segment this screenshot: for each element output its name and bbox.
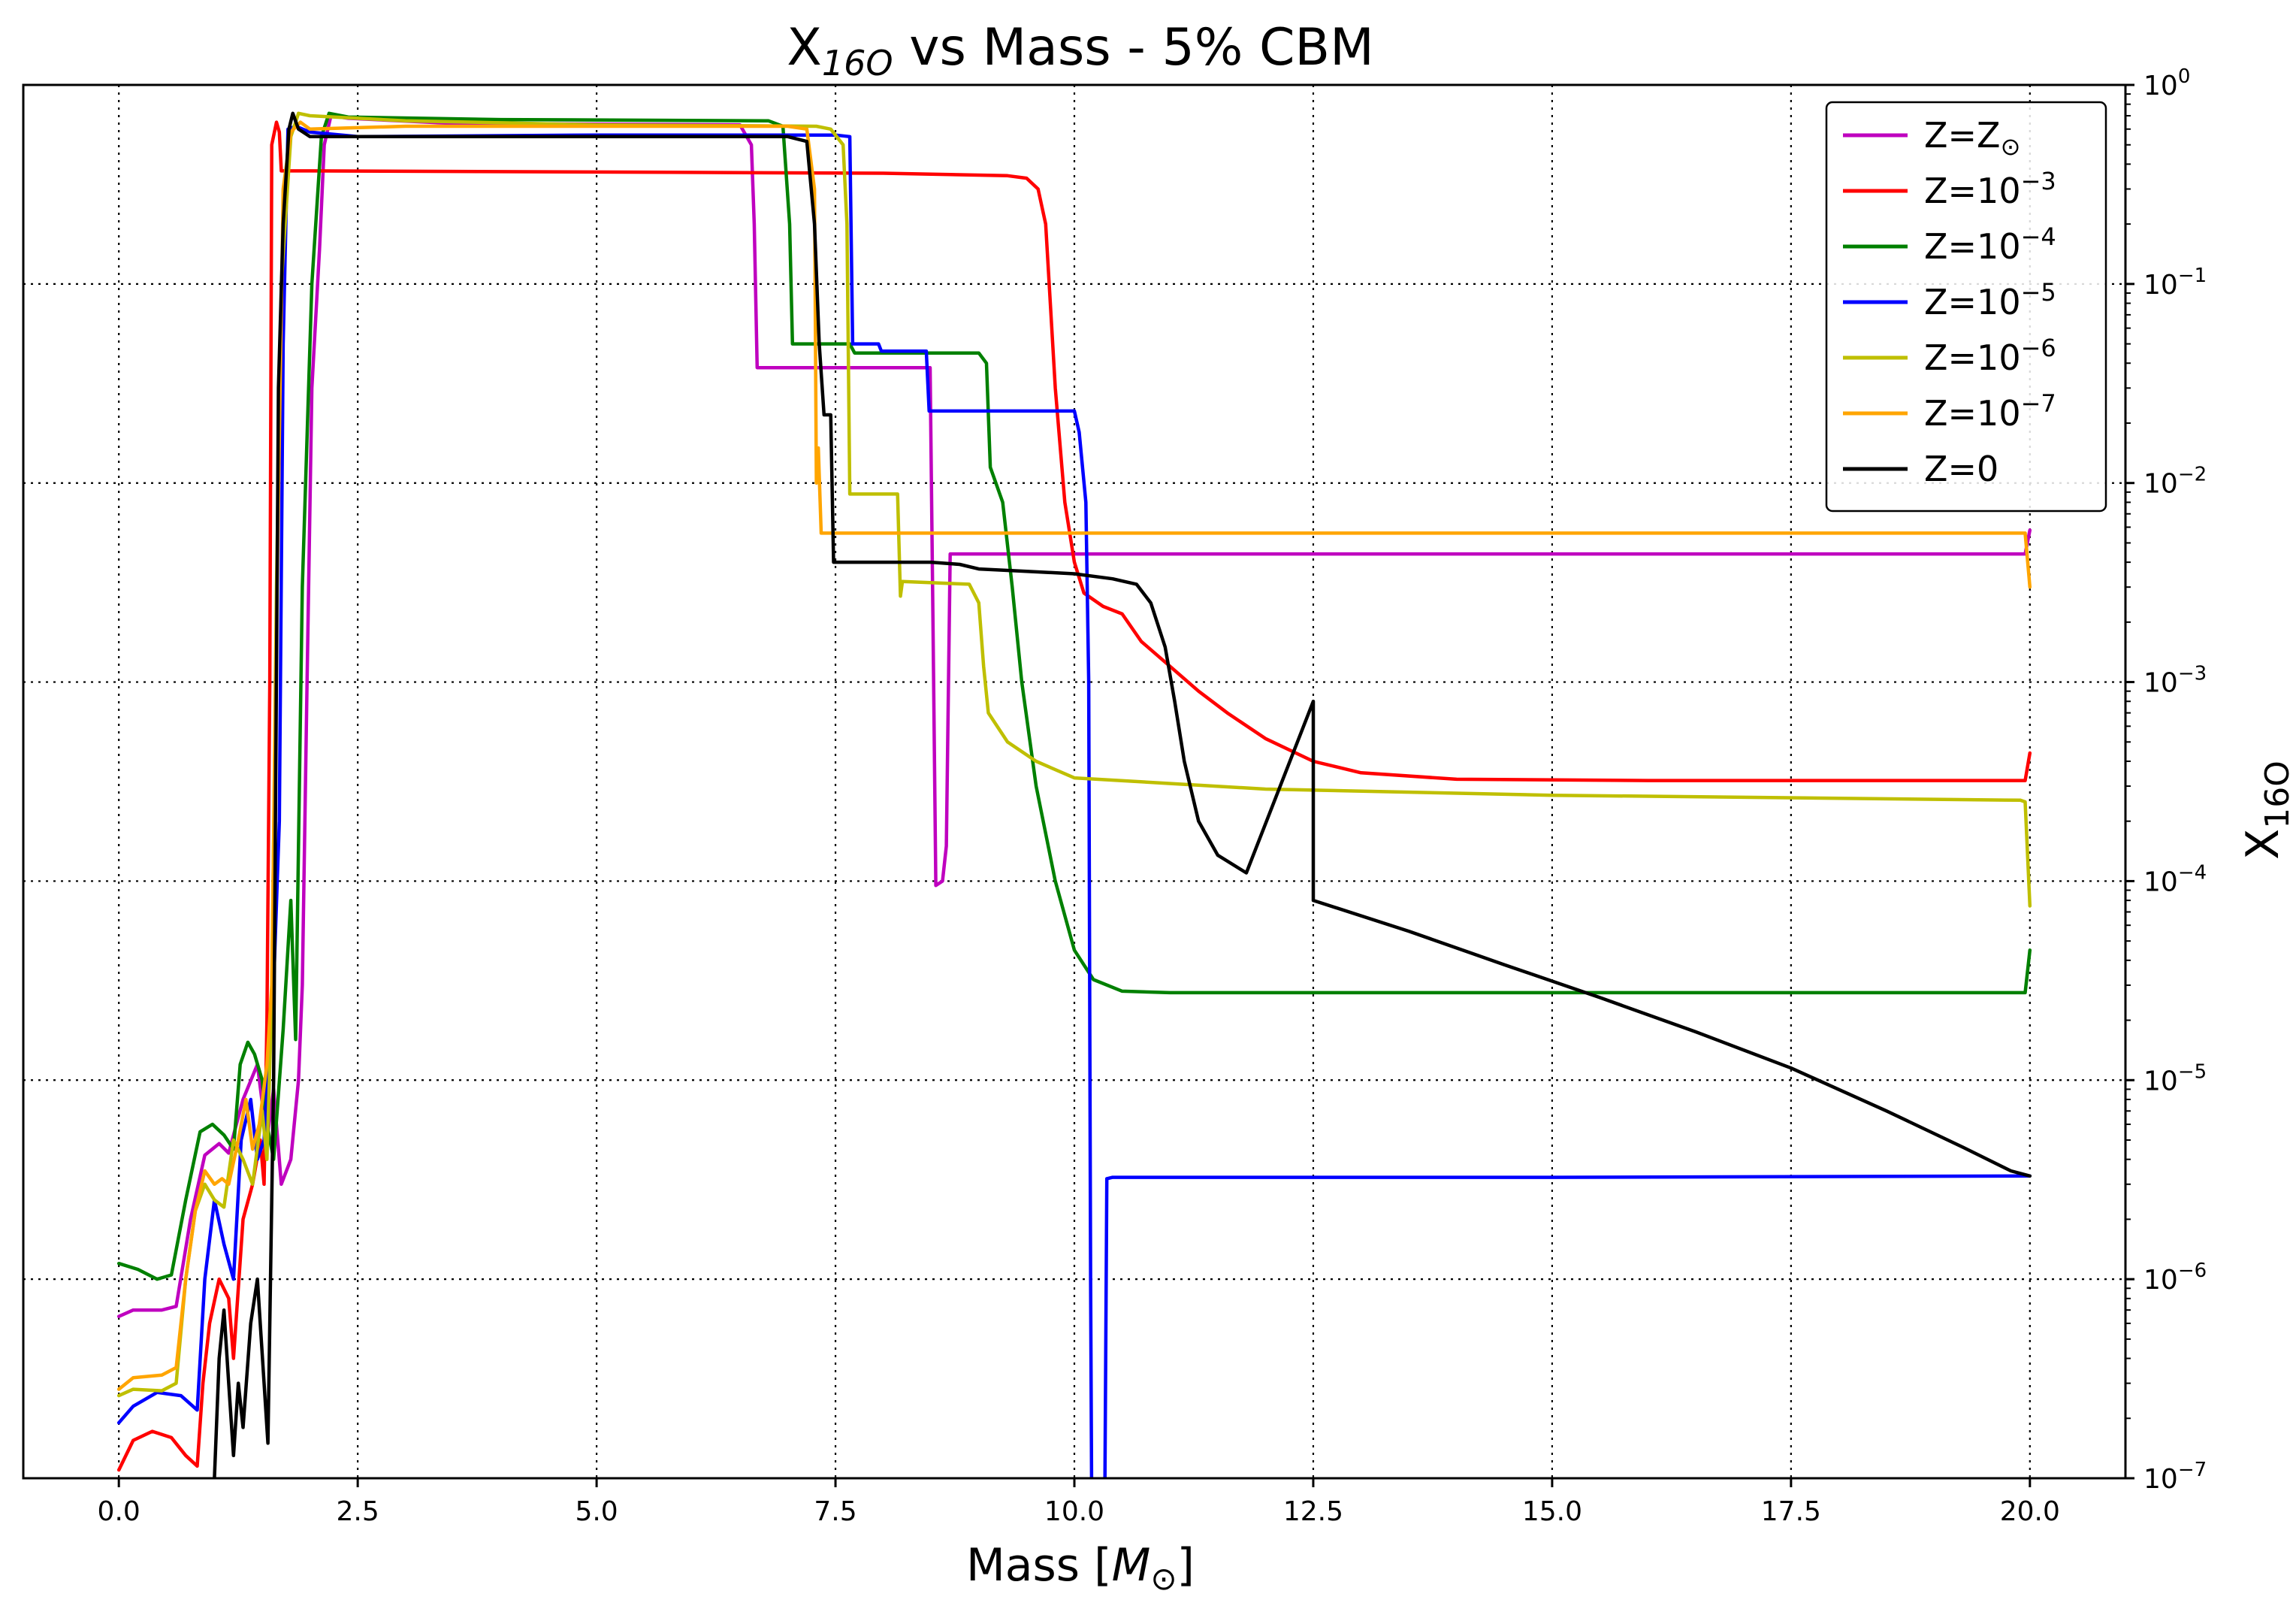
legend-label-base: Z=10: [1924, 171, 2021, 211]
y-tick-label-exponent: −3: [2178, 663, 2207, 685]
y-axis-label-sub: 16O: [2258, 761, 2296, 829]
series-line-4-b: [1103, 1174, 2032, 1478]
y-axis-label: X16O: [2237, 761, 2296, 860]
y-tick-label: 10−6: [2143, 1260, 2207, 1296]
series-line-1: [116, 113, 2032, 1318]
legend-label-superscript: −3: [2021, 167, 2056, 195]
y-tick-label-base: 10: [2143, 1066, 2178, 1096]
chart-title-tail: vs Mass - 5% CBM: [893, 18, 1374, 77]
legend-label-base: Z=10: [1924, 226, 2021, 267]
legend-label-superscript: −7: [2021, 389, 2056, 418]
x-axis-label-base: Mass [: [966, 1539, 1112, 1592]
grid: [23, 85, 2125, 1478]
x-tick-label: 12.5: [1283, 1496, 1343, 1527]
x-tick-label: 0.0: [98, 1496, 140, 1527]
x-axis-label-end: ]: [1177, 1539, 1195, 1592]
legend-label-base: Z=0: [1924, 449, 1998, 489]
y-tick-label-exponent: 0: [2178, 65, 2191, 88]
legend-label: Z=10−6: [1924, 334, 2056, 378]
legend-label: Z=0: [1924, 449, 1998, 489]
y-tick-label-exponent: −7: [2178, 1459, 2207, 1481]
y-tick-label: 10−5: [2143, 1060, 2207, 1096]
x-tick-label: 10.0: [1044, 1496, 1104, 1527]
legend: Z=Z⊙Z=10−3Z=10−4Z=10−5Z=10−6Z=10−7Z=0: [1825, 101, 2107, 513]
y-tick-label: 10−7: [2143, 1459, 2207, 1495]
x-tick-label: 7.5: [814, 1496, 856, 1527]
y-tick-label-base: 10: [2143, 668, 2178, 699]
legend-label-base: Z=10: [1924, 282, 2021, 322]
y-tick-label-exponent: −4: [2178, 861, 2207, 884]
y-axis-label-base: X: [2237, 829, 2289, 860]
x-tick-label: 2.5: [337, 1496, 379, 1527]
y-tick-label: 100: [2143, 65, 2190, 101]
x-axis: 0.0 2.5 5.0 7.5 10.0 12.5 15.0 17.5 20.0: [98, 1478, 2060, 1527]
chart-title: X16O vs Mass - 5% CBM: [787, 18, 1374, 83]
series-line-2: [116, 120, 2032, 1472]
y-tick-label-base: 10: [2143, 1464, 2178, 1495]
legend-label-base: Z=10: [1924, 393, 2021, 434]
y-tick-label-exponent: −5: [2178, 1060, 2207, 1083]
legend-label-superscript: −6: [2021, 334, 2056, 362]
legend-label: Z=10−4: [1924, 222, 2056, 267]
y-tick-label-base: 10: [2143, 469, 2178, 500]
x-axis-label-symbol: M: [1112, 1539, 1151, 1592]
legend-label: Z=Z⊙: [1924, 115, 2020, 161]
legend-label: Z=10−7: [1924, 389, 2056, 434]
series-layer: [116, 111, 2032, 1478]
x-tick-label: 15.0: [1522, 1496, 1582, 1527]
legend-label-superscript: −4: [2021, 222, 2056, 251]
y-tick-label: 10−4: [2143, 861, 2207, 897]
legend-label-superscript: −5: [2021, 278, 2056, 307]
y-tick-label-base: 10: [2143, 1265, 2178, 1296]
chart-title-base: X: [787, 18, 822, 77]
y-tick-label: 10−2: [2143, 464, 2207, 500]
y-tick-label-base: 10: [2143, 270, 2178, 301]
legend-box: [1825, 101, 2107, 513]
x-axis-label: Mass [M⊙]: [966, 1539, 1195, 1597]
x-tick-label: 20.0: [2000, 1496, 2060, 1527]
y-tick-label-base: 10: [2143, 71, 2178, 101]
y-tick-label: 10−1: [2143, 265, 2207, 301]
legend-label-subscript: ⊙: [2001, 132, 2021, 161]
series-line-7: [213, 111, 2032, 1478]
series-group: [116, 111, 2032, 1478]
y-tick-label-exponent: −1: [2178, 265, 2207, 287]
x-tick-label: 5.0: [575, 1496, 618, 1527]
legend-label-base: Z=10: [1924, 337, 2021, 378]
y-tick-label: 10−3: [2143, 663, 2207, 699]
legend-label: Z=10−3: [1924, 167, 2056, 211]
y-tick-label-exponent: −6: [2178, 1260, 2207, 1282]
legend-label-base: Z=Z: [1924, 115, 2001, 156]
y-tick-label-base: 10: [2143, 867, 2178, 897]
legend-label: Z=10−5: [1924, 278, 2056, 322]
x-tick-label: 17.5: [1761, 1496, 1821, 1527]
series-line-5: [116, 111, 2032, 1398]
y-tick-label-exponent: −2: [2178, 464, 2207, 486]
x-axis-label-sub: ⊙: [1150, 1560, 1177, 1597]
chart-title-sub: 16O: [822, 43, 893, 83]
series-line-4: [116, 124, 1094, 1478]
